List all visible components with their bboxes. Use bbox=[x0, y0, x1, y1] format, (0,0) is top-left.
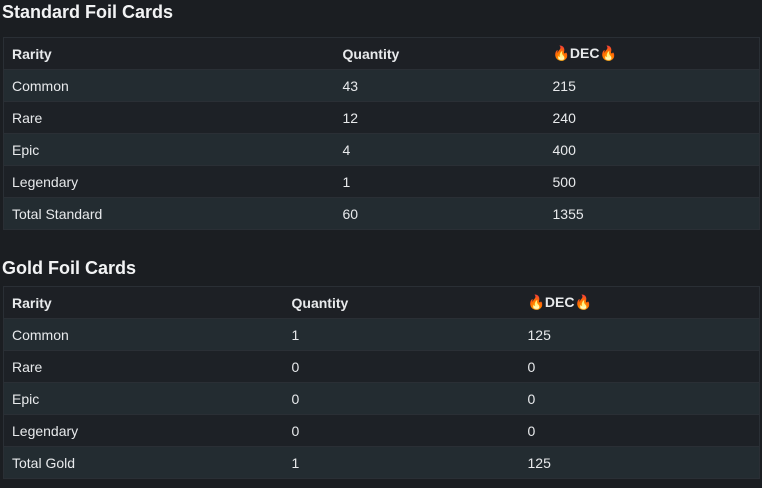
table-cell: 240 bbox=[544, 101, 760, 134]
column-header: Quantity bbox=[283, 286, 520, 319]
table-row: Legendary 0 0 bbox=[3, 414, 760, 447]
table: Rarity Quantity 🔥DEC🔥 Common 43 215 Rare 12 240 E… bbox=[3, 37, 760, 230]
table-cell: Total Standard bbox=[3, 197, 335, 230]
table-cell: Epic bbox=[3, 382, 284, 415]
column-header: 🔥DEC🔥 bbox=[544, 37, 760, 70]
table-cell: 0 bbox=[519, 382, 760, 415]
table-cell: Legendary bbox=[3, 414, 284, 447]
table-cell: Legendary bbox=[3, 165, 335, 198]
header-row: Rarity Quantity 🔥DEC🔥 bbox=[3, 286, 760, 319]
table-cell: Rare bbox=[3, 101, 335, 134]
header-row: Rarity Quantity 🔥DEC🔥 bbox=[3, 37, 760, 70]
column-header: Rarity bbox=[3, 37, 335, 70]
table-cell: Total Gold bbox=[3, 446, 284, 479]
section-title: Gold Foil Cards bbox=[2, 258, 137, 278]
table-cell: Common bbox=[3, 69, 335, 102]
table: Rarity Quantity 🔥DEC🔥 Common 1 125 Rare 0 0 Epic 0… bbox=[3, 286, 760, 479]
section-title: Standard Foil Cards bbox=[2, 2, 174, 22]
table-cell: 1355 bbox=[544, 197, 760, 230]
table-row: Legendary 1 500 bbox=[3, 165, 760, 198]
table-row: Total Standard 60 1355 bbox=[3, 197, 760, 230]
table-cell: 0 bbox=[283, 382, 520, 415]
table-cell: Rare bbox=[3, 350, 284, 383]
table-cell: 0 bbox=[283, 350, 520, 383]
table-cell: 1 bbox=[334, 165, 545, 198]
table-cell: 0 bbox=[283, 414, 520, 447]
table-cell: 12 bbox=[334, 101, 545, 134]
table-cell: 400 bbox=[544, 133, 760, 166]
table-cell: 4 bbox=[334, 133, 545, 166]
table-row: Rare 12 240 bbox=[3, 101, 760, 134]
table-cell: 43 bbox=[334, 69, 545, 102]
table-cell: 1 bbox=[283, 318, 520, 351]
table-cell: 215 bbox=[544, 69, 760, 102]
table-row: Common 43 215 bbox=[3, 69, 760, 102]
column-header: Rarity bbox=[3, 286, 284, 319]
table-cell: 125 bbox=[519, 446, 760, 479]
table-cell: Common bbox=[3, 318, 284, 351]
table-cell: Epic bbox=[3, 133, 335, 166]
table-cell: 500 bbox=[544, 165, 760, 198]
column-header: Quantity bbox=[334, 37, 545, 70]
table-row: Common 1 125 bbox=[3, 318, 760, 351]
table-row: Epic 4 400 bbox=[3, 133, 760, 166]
table-row: Epic 0 0 bbox=[3, 382, 760, 415]
table-cell: 0 bbox=[519, 350, 760, 383]
table-row: Rare 0 0 bbox=[3, 350, 760, 383]
table-cell: 60 bbox=[334, 197, 545, 230]
table-cell: 125 bbox=[519, 318, 760, 351]
column-header: 🔥DEC🔥 bbox=[519, 286, 760, 319]
table-cell: 0 bbox=[519, 414, 760, 447]
table-cell: 1 bbox=[283, 446, 520, 479]
table-row: Total Gold 1 125 bbox=[3, 446, 760, 479]
